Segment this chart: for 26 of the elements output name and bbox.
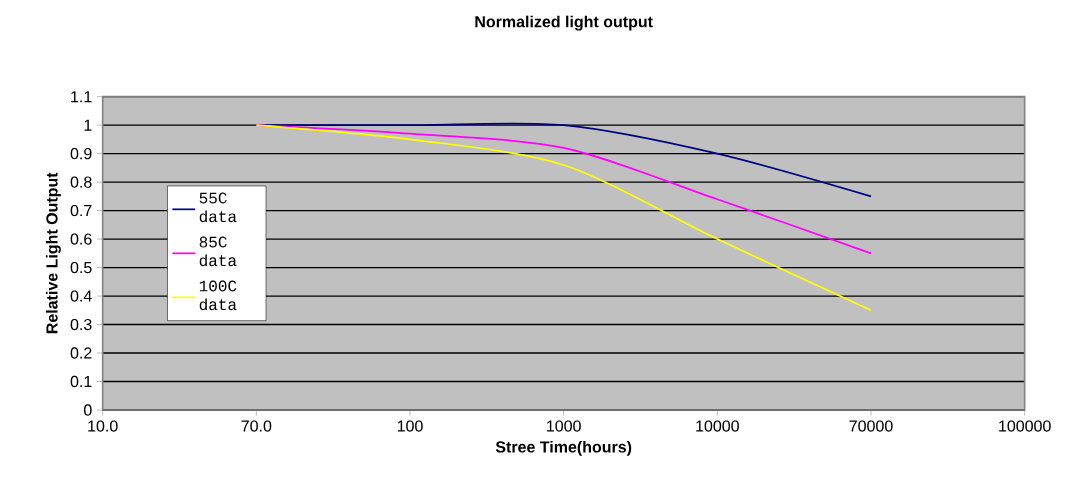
x-tick-label: 10000 <box>696 420 739 432</box>
legend-label: 55C data <box>199 192 237 223</box>
x-axis-title: Stree Time(hours) <box>495 440 632 456</box>
legend-label: 85C data <box>199 236 237 267</box>
y-tick-label: 0.9 <box>70 147 92 160</box>
x-tick-label: 10.0 <box>88 420 118 432</box>
x-tick-label: 100000 <box>999 420 1051 432</box>
x-tick-label: 70000 <box>849 420 893 432</box>
y-tick-label: 1 <box>84 119 92 131</box>
x-tick-label: 100 <box>397 420 423 432</box>
y-tick-label: 0.1 <box>70 375 92 388</box>
y-tick-label: 0.3 <box>70 318 92 331</box>
x-tick-label: 70.0 <box>241 420 272 432</box>
y-tick-label: 0 <box>84 404 92 416</box>
y-tick-label: 0.8 <box>70 176 92 188</box>
y-axis-title: Relative Light Output <box>45 172 61 334</box>
y-tick-label: 0.6 <box>70 233 92 245</box>
y-tick-label: 1.1 <box>71 91 92 103</box>
chart-title: Normalized light output <box>475 15 653 31</box>
y-tick-label: 0.2 <box>70 347 92 359</box>
y-tick-label: 0.5 <box>70 261 92 274</box>
line-series <box>255 124 872 312</box>
x-tick-label: 1000 <box>547 420 581 432</box>
y-tick-label: 0.4 <box>70 290 92 302</box>
legend-label: 100C data <box>199 280 237 311</box>
y-tick-label: 0.7 <box>70 204 92 217</box>
